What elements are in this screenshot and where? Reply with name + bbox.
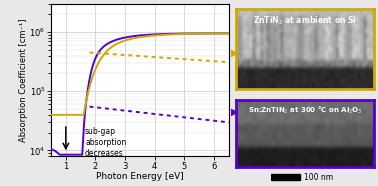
Text: 100 nm: 100 nm	[304, 173, 333, 182]
Text: Sn:ZnTiN$_2$ at 300 °C on Al$_2$O$_3$: Sn:ZnTiN$_2$ at 300 °C on Al$_2$O$_3$	[248, 105, 363, 116]
Text: ▶: ▶	[231, 48, 238, 57]
Text: sub-gap
absorption
decreases: sub-gap absorption decreases	[85, 127, 126, 158]
X-axis label: Photon Energy [eV]: Photon Energy [eV]	[96, 172, 184, 181]
Text: ZnTiN$_2$ at ambient on Si: ZnTiN$_2$ at ambient on Si	[253, 14, 357, 27]
Y-axis label: Absorption Coefficient [cm⁻¹]: Absorption Coefficient [cm⁻¹]	[19, 18, 28, 142]
Bar	[271, 174, 300, 180]
Text: ▶: ▶	[231, 107, 238, 117]
